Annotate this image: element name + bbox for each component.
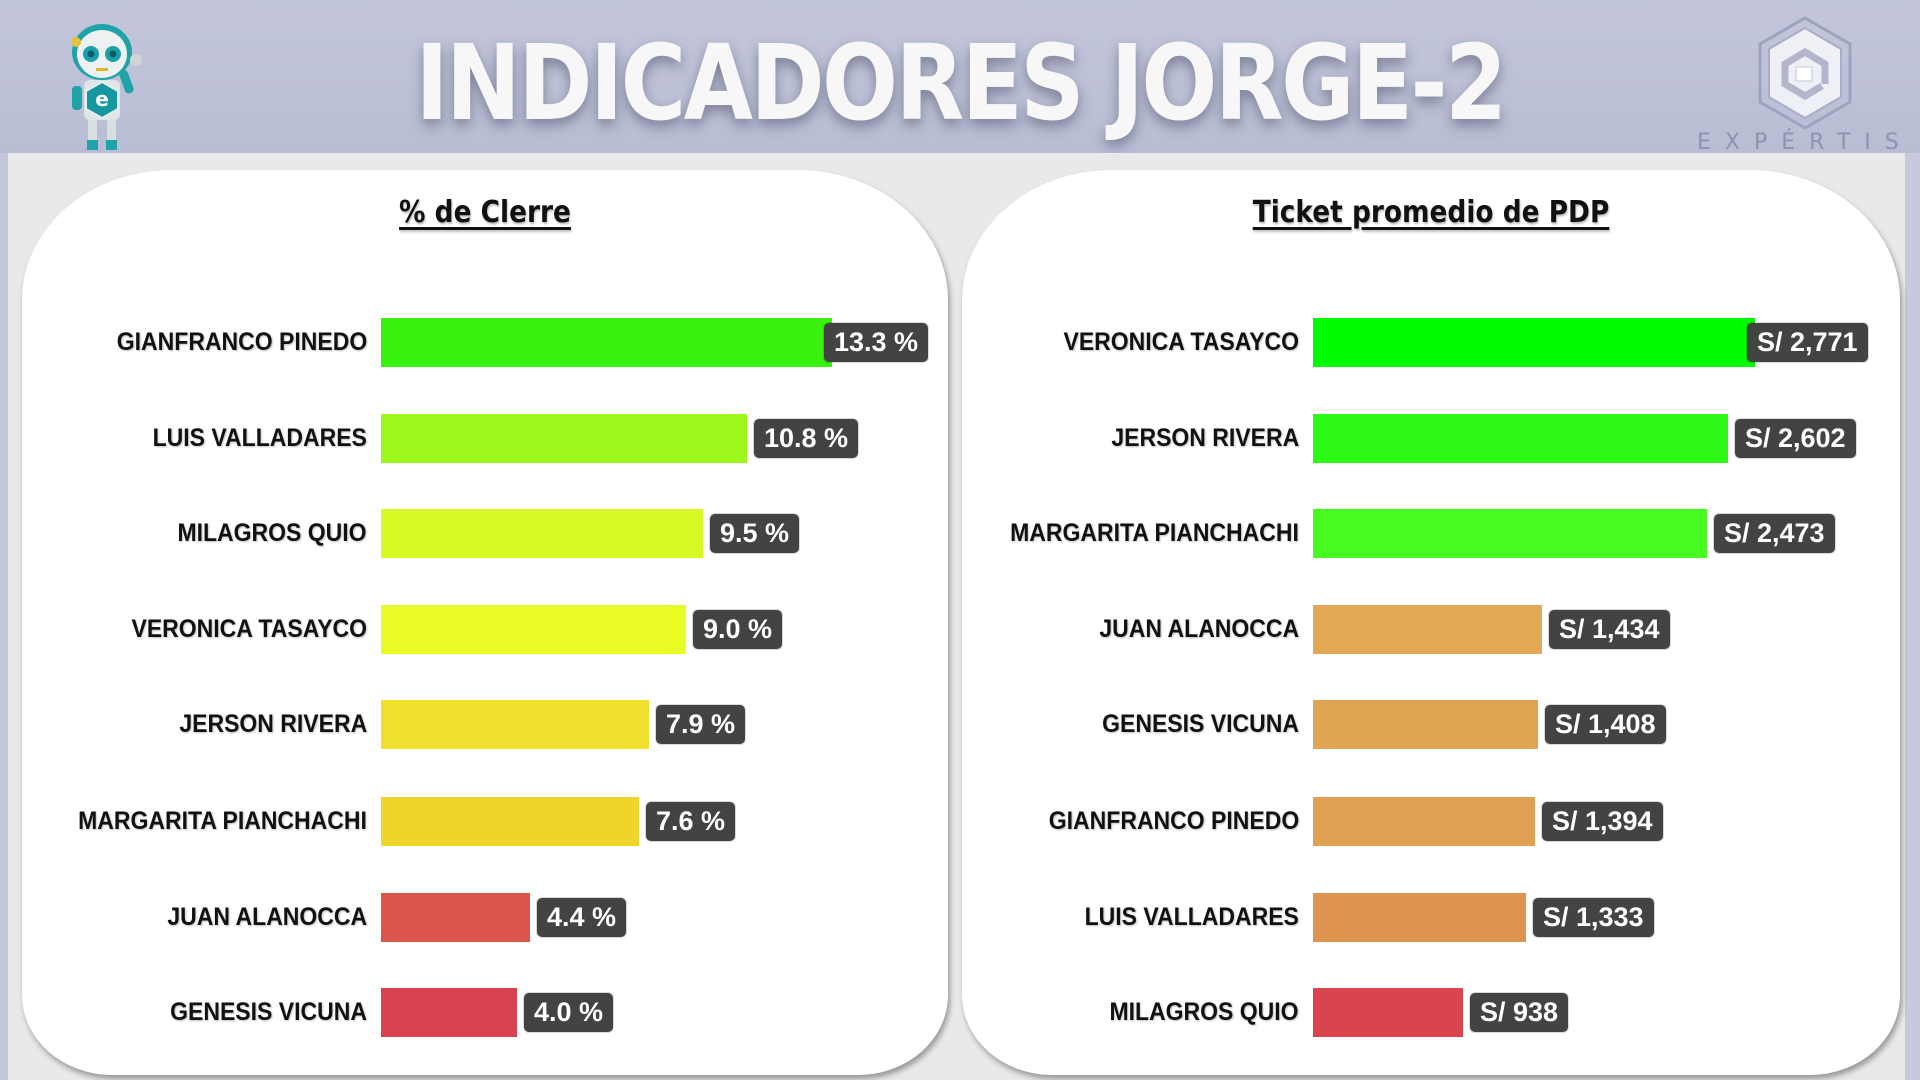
category-label: LUIS VALLADARES bbox=[152, 424, 367, 452]
category-label: JUAN ALANOCCA bbox=[1099, 615, 1299, 643]
category-label: MILAGROS QUIO bbox=[1109, 998, 1299, 1026]
panel-title-cierre: % de Clerre bbox=[399, 195, 571, 230]
panel-ticket-promedio: Ticket promedio de PDP VERONICA TASAYCO S… bbox=[962, 170, 1900, 1075]
category-label: MILAGROS QUIO bbox=[177, 519, 367, 547]
category-label: GENESIS VICUNA bbox=[170, 998, 367, 1026]
bar[interactable] bbox=[381, 318, 832, 367]
svg-text:e: e bbox=[95, 87, 109, 111]
data-label: S/ 938 bbox=[1470, 993, 1569, 1032]
row-label-container: MARGARITA PIANCHACHI bbox=[22, 797, 367, 846]
row-label-container: MILAGROS QUIO bbox=[962, 988, 1299, 1037]
category-label: JERSON RIVERA bbox=[1111, 424, 1299, 452]
data-label: S/ 2,473 bbox=[1714, 514, 1835, 553]
chart-row: JUAN ALANOCCA 4.4 % bbox=[22, 893, 948, 942]
chart-row: MARGARITA PIANCHACHI 7.6 % bbox=[22, 797, 948, 846]
category-label: VERONICA TASAYCO bbox=[131, 615, 367, 643]
bar[interactable] bbox=[1313, 893, 1526, 942]
category-label: GENESIS VICUNA bbox=[1102, 710, 1299, 738]
left-edge bbox=[0, 153, 8, 1080]
chart-row: GENESIS VICUNA 4.0 % bbox=[22, 988, 948, 1037]
chart-row: LUIS VALLADARES S/ 1,333 bbox=[962, 893, 1900, 942]
chart-row: MILAGROS QUIO S/ 938 bbox=[962, 988, 1900, 1037]
data-label: 9.0 % bbox=[693, 610, 783, 649]
bar[interactable] bbox=[1313, 797, 1535, 846]
data-label: S/ 1,394 bbox=[1542, 802, 1663, 841]
data-label: S/ 1,434 bbox=[1549, 610, 1670, 649]
category-label: MARGARITA PIANCHACHI bbox=[1010, 519, 1299, 547]
row-label-container: JERSON RIVERA bbox=[22, 700, 367, 749]
chart-row: GIANFRANCO PINEDO S/ 1,394 bbox=[962, 797, 1900, 846]
header-band bbox=[0, 0, 1920, 153]
bar[interactable] bbox=[1313, 700, 1538, 749]
page-title: INDICADORES JORGE-2 bbox=[415, 22, 1507, 144]
row-label-container: LUIS VALLADARES bbox=[22, 414, 367, 463]
data-label: 13.3 % bbox=[824, 323, 929, 362]
bar[interactable] bbox=[1313, 988, 1463, 1037]
category-label: MARGARITA PIANCHACHI bbox=[78, 807, 367, 835]
row-label-container: VERONICA TASAYCO bbox=[22, 605, 367, 654]
data-label: 7.6 % bbox=[646, 802, 736, 841]
bar[interactable] bbox=[1313, 605, 1542, 654]
row-label-container: LUIS VALLADARES bbox=[962, 893, 1299, 942]
data-label: S/ 1,333 bbox=[1533, 898, 1654, 937]
chart-row: MILAGROS QUIO 9.5 % bbox=[22, 509, 948, 558]
chart-row: JERSON RIVERA 7.9 % bbox=[22, 700, 948, 749]
row-label-container: MARGARITA PIANCHACHI bbox=[962, 509, 1299, 558]
bar[interactable] bbox=[381, 893, 530, 942]
panel-title-ticket: Ticket promedio de PDP bbox=[1252, 195, 1610, 230]
row-label-container: JUAN ALANOCCA bbox=[22, 893, 367, 942]
category-label: LUIS VALLADARES bbox=[1084, 903, 1299, 931]
panel-cierre: % de Clerre GIANFRANCO PINEDO 13.3 % LUIS … bbox=[22, 170, 948, 1075]
row-label-container: GIANFRANCO PINEDO bbox=[962, 797, 1299, 846]
bar[interactable] bbox=[1313, 318, 1755, 367]
bar[interactable] bbox=[381, 797, 639, 846]
chart-row: LUIS VALLADARES 10.8 % bbox=[22, 414, 948, 463]
row-label-container: VERONICA TASAYCO bbox=[962, 318, 1299, 367]
category-label: VERONICA TASAYCO bbox=[1063, 328, 1299, 356]
row-label-container: GENESIS VICUNA bbox=[962, 700, 1299, 749]
bar[interactable] bbox=[381, 509, 703, 558]
bar[interactable] bbox=[1313, 509, 1707, 558]
row-label-container: MILAGROS QUIO bbox=[22, 509, 367, 558]
category-label: GIANFRANCO PINEDO bbox=[1048, 807, 1299, 835]
data-label: 4.0 % bbox=[524, 993, 614, 1032]
category-label: GIANFRANCO PINEDO bbox=[116, 328, 367, 356]
right-edge bbox=[1905, 153, 1920, 1080]
data-label: 10.8 % bbox=[754, 419, 859, 458]
row-label-container: GENESIS VICUNA bbox=[22, 988, 367, 1037]
bar[interactable] bbox=[381, 605, 686, 654]
bar[interactable] bbox=[381, 414, 747, 463]
robot-mascot-icon: e bbox=[71, 24, 142, 150]
chart-row: MARGARITA PIANCHACHI S/ 2,473 bbox=[962, 509, 1900, 558]
data-label: S/ 2,602 bbox=[1735, 419, 1856, 458]
brand-name: EXPÉRTIS bbox=[1697, 130, 1913, 155]
category-label: JERSON RIVERA bbox=[179, 710, 367, 738]
bar[interactable] bbox=[381, 700, 649, 749]
data-label: S/ 2,771 bbox=[1747, 323, 1868, 362]
chart-row: JUAN ALANOCCA S/ 1,434 bbox=[962, 605, 1900, 654]
data-label: 9.5 % bbox=[710, 514, 800, 553]
bar[interactable] bbox=[381, 988, 517, 1037]
chart-row: VERONICA TASAYCO S/ 2,771 bbox=[962, 318, 1900, 367]
bar[interactable] bbox=[1313, 414, 1728, 463]
category-label: JUAN ALANOCCA bbox=[167, 903, 367, 931]
data-label: 4.4 % bbox=[537, 898, 627, 937]
chart-row: GIANFRANCO PINEDO 13.3 % bbox=[22, 318, 948, 367]
chart-row: JERSON RIVERA S/ 2,602 bbox=[962, 414, 1900, 463]
data-label: 7.9 % bbox=[656, 705, 746, 744]
chart-row: GENESIS VICUNA S/ 1,408 bbox=[962, 700, 1900, 749]
row-label-container: JUAN ALANOCCA bbox=[962, 605, 1299, 654]
data-label: S/ 1,408 bbox=[1545, 705, 1666, 744]
chart-row: VERONICA TASAYCO 9.0 % bbox=[22, 605, 948, 654]
expertis-hexagon-logo-icon bbox=[1758, 16, 1852, 130]
row-label-container: JERSON RIVERA bbox=[962, 414, 1299, 463]
row-label-container: GIANFRANCO PINEDO bbox=[22, 318, 367, 367]
